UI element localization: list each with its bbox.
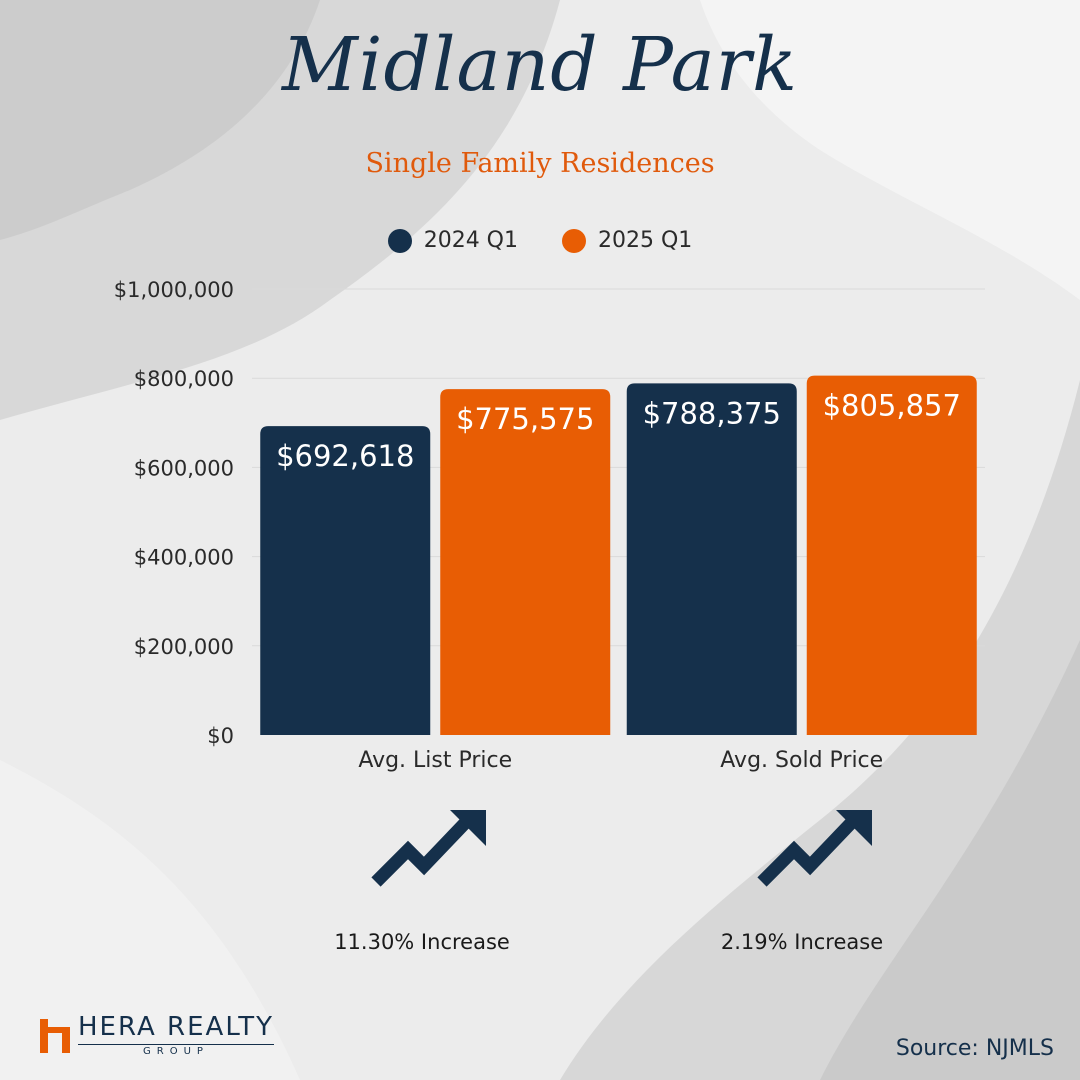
legend-item-2025: 2025 Q1 [562,228,692,253]
stat-list-price-change: 11.30% Increase [334,930,510,954]
legend-label-2024: 2024 Q1 [423,228,518,253]
hera-h-icon [40,1018,70,1053]
y-tick-label: $0 [207,724,234,748]
legend-item-2024: 2024 Q1 [387,228,518,253]
logo-sub-text: GROUP [78,1044,274,1057]
data-label: $788,375 [643,396,781,430]
hera-realty-logo: HERA REALTY GROUP [40,1014,274,1057]
stat-sold-price-change: 2.19% Increase [720,930,884,954]
data-label: $692,618 [276,439,414,473]
bar-2025-q1 [806,375,977,735]
legend-swatch-2025 [562,228,586,253]
trend-up-icon [371,810,486,887]
y-tick-label: $800,000 [134,367,234,391]
legend-label-2025: 2025 Q1 [598,228,693,253]
chart-subtitle: Single Family Residences [365,148,715,179]
trend-up-icon [757,810,872,887]
data-label: $775,575 [456,402,594,436]
legend-swatch-2024 [387,228,412,253]
source-note: Source: NJMLS [895,1036,1054,1061]
bar-2025-q1 [440,389,611,735]
x-tick-label: Avg. Sold Price [720,748,883,773]
y-tick-label: $1,000,000 [114,278,234,302]
y-tick-label: $400,000 [134,546,234,570]
data-label: $805,857 [823,389,961,423]
bar-2024-q1 [260,426,431,735]
logo-main-text: HERA REALTY [78,1012,274,1042]
bar-chart: $0 $200,000 $400,000 $600,000 $800,000 $1,000… [114,278,985,773]
legend: 2024 Q1 2025 Q1 [0,228,1080,253]
chart-title: Midland Park [282,22,798,108]
x-tick-label: Avg. List Price [358,748,512,773]
bar-2024-q1 [626,383,797,735]
y-tick-label: $200,000 [134,635,234,659]
y-tick-label: $600,000 [134,456,234,480]
